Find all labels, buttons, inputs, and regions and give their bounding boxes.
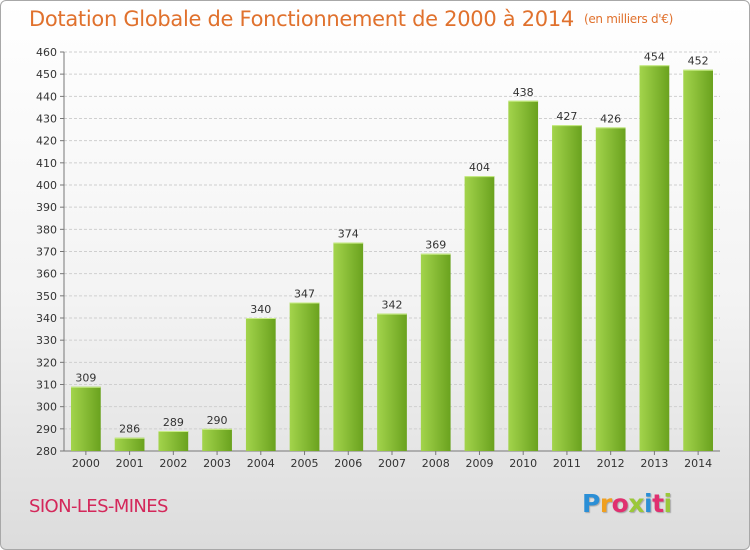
- bar: [114, 437, 145, 451]
- y-tick-label: 290: [36, 423, 57, 436]
- logo-letter: P: [582, 489, 600, 518]
- y-tick-label: 410: [36, 157, 57, 170]
- x-tick-label: 2002: [159, 457, 187, 470]
- y-tick-label: 450: [36, 68, 57, 81]
- chart-title-text: Dotation Globale de Fonctionnement de 20…: [29, 7, 574, 31]
- logo-letter: i: [644, 489, 653, 518]
- y-tick-label: 310: [36, 379, 57, 392]
- bar: [377, 313, 407, 451]
- labels: 280 290 300 310 320 330 340 350 360 370 380 390 400 4…: [36, 46, 712, 470]
- bar-value-label: 340: [250, 303, 271, 316]
- bar: [639, 65, 670, 452]
- bar: [508, 100, 539, 452]
- x-tick-label: 2003: [203, 457, 231, 470]
- y-tick-label: 340: [36, 312, 57, 325]
- logo-letter: r: [599, 489, 612, 518]
- bar: [420, 253, 451, 451]
- location-name: SION-LES-MINES: [29, 496, 168, 517]
- logo-letter: x: [628, 489, 644, 518]
- x-tick-label: 2012: [597, 457, 625, 470]
- x-tick-label: 2006: [334, 457, 362, 470]
- bar-value-label: 347: [294, 287, 315, 300]
- y-tick-label: 360: [36, 268, 57, 281]
- bar: [202, 428, 232, 451]
- y-tick-label: 370: [36, 246, 57, 259]
- bar: [595, 127, 626, 451]
- x-tick-label: 2010: [509, 457, 537, 470]
- y-tick-label: 380: [36, 223, 57, 236]
- bar-value-label: 452: [688, 55, 709, 68]
- bar-value-label: 289: [163, 416, 184, 429]
- y-tick-label: 400: [36, 179, 57, 192]
- proxiti-logo[interactable]: Proxiti: [582, 489, 672, 518]
- bar-value-label: 342: [382, 299, 403, 312]
- x-tick-label: 2013: [640, 457, 668, 470]
- x-tick-label: 2007: [378, 457, 406, 470]
- y-tick-label: 350: [36, 290, 57, 303]
- bar-value-label: 426: [600, 112, 621, 125]
- chart-title: Dotation Globale de Fonctionnement de 20…: [29, 7, 673, 31]
- x-tick-label: 2005: [291, 457, 319, 470]
- bar: [333, 242, 364, 451]
- bar-value-label: 374: [338, 228, 359, 241]
- y-tick-label: 420: [36, 135, 57, 148]
- bar-value-label: 427: [556, 110, 577, 123]
- y-tick-label: 430: [36, 113, 57, 126]
- x-tick-label: 2008: [422, 457, 450, 470]
- y-tick-label: 320: [36, 356, 57, 369]
- logo-letter: o: [611, 489, 629, 518]
- bar: [552, 125, 582, 452]
- y-tick-label: 280: [36, 445, 57, 458]
- bar: [158, 431, 189, 451]
- x-tick-label: 2011: [553, 457, 581, 470]
- bar-value-label: 454: [644, 50, 665, 63]
- logo-letter: t: [652, 489, 664, 518]
- x-tick-label: 2004: [247, 457, 275, 470]
- bar: [289, 302, 320, 451]
- bar-value-label: 438: [513, 86, 534, 99]
- bar: [70, 386, 101, 451]
- bar: [683, 69, 714, 451]
- x-tick-label: 2009: [465, 457, 493, 470]
- y-tick-label: 440: [36, 90, 57, 103]
- y-tick-label: 300: [36, 401, 57, 414]
- y-tick-label: 330: [36, 334, 57, 347]
- bar-value-label: 404: [469, 161, 490, 174]
- x-tick-label: 2000: [72, 457, 100, 470]
- bar-value-label: 369: [425, 239, 446, 252]
- x-tick-label: 2001: [116, 457, 144, 470]
- y-tick-label: 460: [36, 46, 57, 59]
- bars: [70, 65, 714, 452]
- x-tick-label: 2014: [684, 457, 712, 470]
- bar-value-label: 309: [75, 372, 96, 385]
- y-tick-label: 390: [36, 201, 57, 214]
- bar: [464, 176, 495, 451]
- bar-value-label: 286: [119, 423, 140, 436]
- chart-unit: (en milliers d'€): [583, 12, 673, 26]
- logo-letter: i: [663, 489, 673, 518]
- bar-value-label: 290: [207, 414, 228, 427]
- bar: [245, 318, 276, 451]
